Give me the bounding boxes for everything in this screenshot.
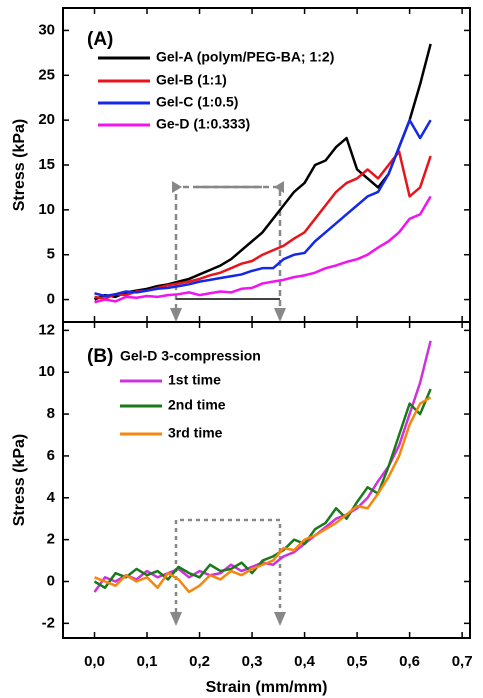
series-line [93, 388, 432, 590]
x-tick-label: 0,7 [452, 653, 473, 670]
legend-title: Gel-D 3-compression [120, 348, 261, 364]
legend-label: 3rd time [168, 425, 223, 441]
x-tick-label: 0,3 [242, 653, 263, 670]
legend-label: Gel-B (1:1) [156, 72, 227, 88]
x-tick-label: 0,1 [137, 653, 158, 670]
x-tick-label: 0,6 [399, 653, 420, 670]
y-tick-label: 12 [38, 321, 55, 338]
x-tick-label: 0,2 [189, 653, 210, 670]
x-tick-label: 0,0 [84, 653, 105, 670]
y-tick-label: 4 [47, 489, 56, 506]
legend-label: Ge-D (1:0.333) [156, 116, 250, 132]
y-tick-label: 10 [38, 363, 55, 380]
annotation-arrows-a [170, 181, 286, 322]
y-tick-label: 8 [47, 405, 55, 422]
y-tick-label: 15 [38, 156, 55, 173]
series-line [94, 43, 432, 301]
legend-label: Gel-C (1:0.5) [156, 94, 238, 110]
y-tick-label: 10 [38, 201, 55, 218]
y-tick-label: 2 [47, 531, 55, 548]
x-tick-label: 0,4 [294, 653, 316, 670]
x-tick-label: 0,5 [347, 653, 368, 670]
y-tick-label: 6 [47, 447, 55, 464]
annotation-a [174, 185, 282, 310]
legend-label: 2nd time [168, 397, 226, 413]
panel-label: (A) [87, 29, 113, 50]
annotation-b [174, 518, 282, 612]
y-tick-label: 5 [47, 246, 55, 263]
y-axis-label: Stress (kPa) [11, 119, 28, 212]
y-tick-label: 20 [38, 111, 55, 128]
plot-frame [62, 321, 471, 639]
annotation-arrows-b [170, 612, 286, 626]
series-line [94, 396, 432, 594]
series-line [94, 118, 432, 298]
y-tick-label: 0 [47, 572, 55, 589]
series-line [94, 195, 432, 304]
series-line [93, 340, 432, 593]
y-tick-label: 30 [38, 21, 55, 38]
y-tick-label: -2 [42, 614, 55, 631]
y-axis-label: Stress (kPa) [11, 434, 28, 527]
y-tick-label: 0 [47, 291, 55, 308]
y-tick-label: 25 [38, 66, 55, 83]
series-line [94, 150, 432, 300]
x-axis-label: Strain (mm/mm) [206, 679, 328, 696]
panel-label: (B) [87, 346, 113, 367]
legend-label: Gel-A (polym/PEG-BA; 1:2) [156, 49, 334, 65]
legend-label: 1st time [168, 372, 221, 388]
